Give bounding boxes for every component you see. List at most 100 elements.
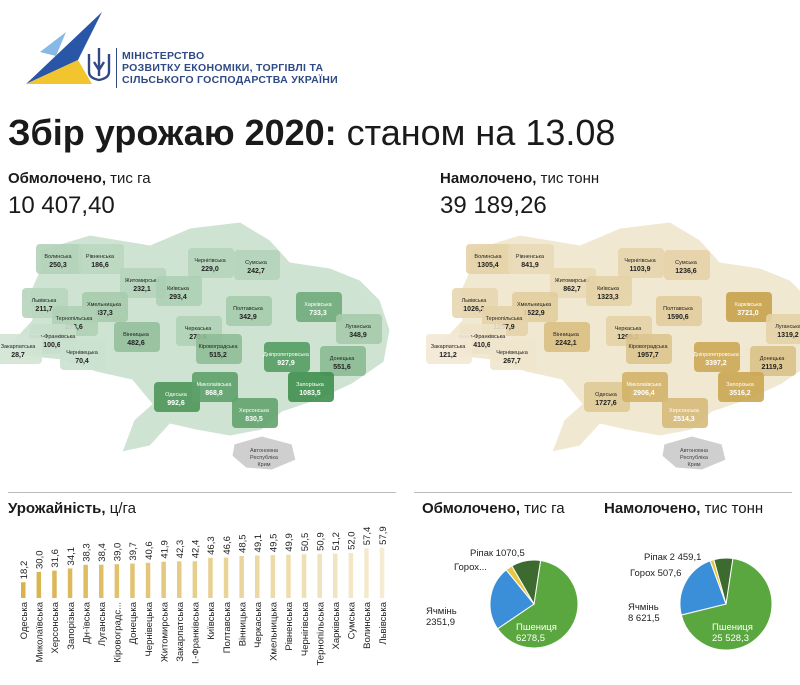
yield-category-label: Тернопільська (315, 601, 326, 665)
map-region-value: 229,0 (201, 266, 219, 273)
yield-category-label: Херсонська (50, 601, 61, 653)
yield-bar (255, 555, 260, 598)
yield-category-label: Донецька (128, 601, 139, 644)
map-region-name: Харківська (734, 302, 762, 308)
yield-value-label: 50,5 (300, 533, 311, 552)
yield-bar (161, 561, 166, 598)
map-region-name: Запорізька (726, 382, 755, 388)
map-region-name: Дніпропетровська (693, 352, 740, 358)
yield-value-label: 57,4 (362, 527, 373, 546)
yield-value-label: 49,5 (269, 534, 280, 553)
map-region-name: Рівненська (86, 254, 115, 260)
yield-bar (145, 562, 151, 598)
map-region-value: 337,3 (95, 310, 113, 317)
yield-bar (317, 553, 322, 598)
map-region-value: 1103,9 (629, 266, 650, 273)
map-region-name: Житомирська (125, 278, 161, 284)
map-region-name: Полтавська (663, 306, 694, 312)
map-region-value: 348,9 (349, 332, 367, 339)
yield-chart-title: Урожайність, ц/га (8, 500, 136, 517)
map-region-name: Київська (167, 286, 190, 292)
map-region (656, 296, 702, 326)
crimea-shape (231, 435, 297, 471)
yield-category-label: Черкаська (253, 601, 264, 648)
map-region (36, 244, 82, 274)
yield-bar (239, 555, 244, 598)
yield-bar-chart: 18,2 Одеська 30,0 Миколаївська 31,6 Херсонськ… (19, 526, 389, 665)
yield-bar (333, 553, 338, 598)
yield-value-label: 46,6 (222, 536, 233, 555)
map-region (226, 296, 272, 326)
map-region-name: Житомирська (555, 278, 591, 284)
map-region (544, 322, 590, 352)
map-region (188, 248, 234, 278)
map-region (78, 244, 124, 274)
map-region-value: 250,3 (49, 262, 67, 269)
yield-value-label: 42,3 (175, 540, 186, 559)
yield-value-label: 42,4 (191, 540, 202, 559)
map-region (192, 372, 238, 402)
yield-category-label: Волинська (362, 601, 373, 649)
map-region-name: Херсонська (669, 408, 700, 414)
map-region-value: 551,6 (333, 364, 351, 371)
map-region (718, 372, 764, 402)
map-region-value: 3721,0 (737, 310, 759, 317)
crimea-label: Автономна (250, 448, 279, 454)
pie-slice (680, 557, 773, 651)
map-region-value: 1083,5 (299, 390, 321, 397)
map-region-value: 1522,9 (523, 310, 545, 317)
map-region-value: 482,6 (127, 340, 145, 347)
pie-slice-label: Ріпак 2 459,1 (644, 552, 701, 563)
yield-category-label: Луганська (97, 601, 108, 646)
pie-slice-value: 6278,5 (516, 633, 545, 644)
map-region (264, 342, 310, 372)
yield-bar (83, 564, 88, 598)
page-title: Збір урожаю 2020: станом на 13.08 (8, 112, 616, 153)
yield-value-label: 49,9 (284, 533, 295, 552)
map-region-value: 232,1 (133, 286, 151, 293)
yield-value-label: 46,3 (206, 536, 217, 555)
map-region-name: Кіровоградська (199, 344, 239, 350)
bottom-charts: 18,2 Одеська 30,0 Миколаївська 31,6 Херсонськ… (19, 526, 773, 665)
yield-bar (270, 555, 276, 598)
map-region-value: 1323,3 (597, 294, 619, 301)
map-region (156, 276, 202, 306)
map-region-name: Донецька (760, 356, 785, 362)
map-region-value: 267,7 (503, 358, 521, 365)
map-region-value: 841,9 (521, 262, 539, 269)
map-region-name: Кіровоградська (629, 344, 669, 350)
yield-value-label: 38,4 (97, 543, 108, 562)
map-region-name: Дніпропетровська (263, 352, 310, 358)
pie-slice-label: Пшениця (516, 622, 557, 633)
trident-icon (87, 48, 111, 82)
yield-value-label: 57,9 (378, 526, 389, 545)
pie-slice (713, 557, 734, 605)
map-region-value: 515,2 (209, 352, 227, 359)
map-region (296, 292, 342, 322)
yield-category-label: Рівненська (284, 601, 295, 650)
map-region (336, 314, 382, 344)
yield-value-label: 31,6 (50, 549, 61, 568)
pie-slice-value: 8 621,5 (628, 613, 660, 624)
yield-category-label: Житомирська (159, 601, 170, 662)
map-region-value: 992,6 (167, 400, 185, 407)
yield-bar (192, 561, 198, 598)
map-region-name: Волинська (474, 254, 502, 260)
map-region-value: 862,7 (563, 286, 581, 293)
yield-value-label: 34,1 (66, 547, 77, 566)
map-region-value: 70,4 (75, 358, 89, 365)
pie-slice-label: Ячмінь (628, 602, 659, 613)
map-region-name: Черкаська (615, 326, 643, 332)
map-region-name: Донецька (330, 356, 355, 362)
map-region-name: Чернівецька (496, 350, 529, 356)
yield-value-label: 51,2 (331, 532, 342, 551)
map-region (622, 372, 668, 402)
map-region-value: 410,6 (473, 342, 491, 349)
map-region-name: Миколаївська (197, 382, 233, 388)
map-region-name: Вінницька (553, 332, 580, 338)
yield-bar (379, 547, 385, 598)
map-region-value: 830,5 (245, 416, 263, 423)
map-region (726, 292, 772, 322)
